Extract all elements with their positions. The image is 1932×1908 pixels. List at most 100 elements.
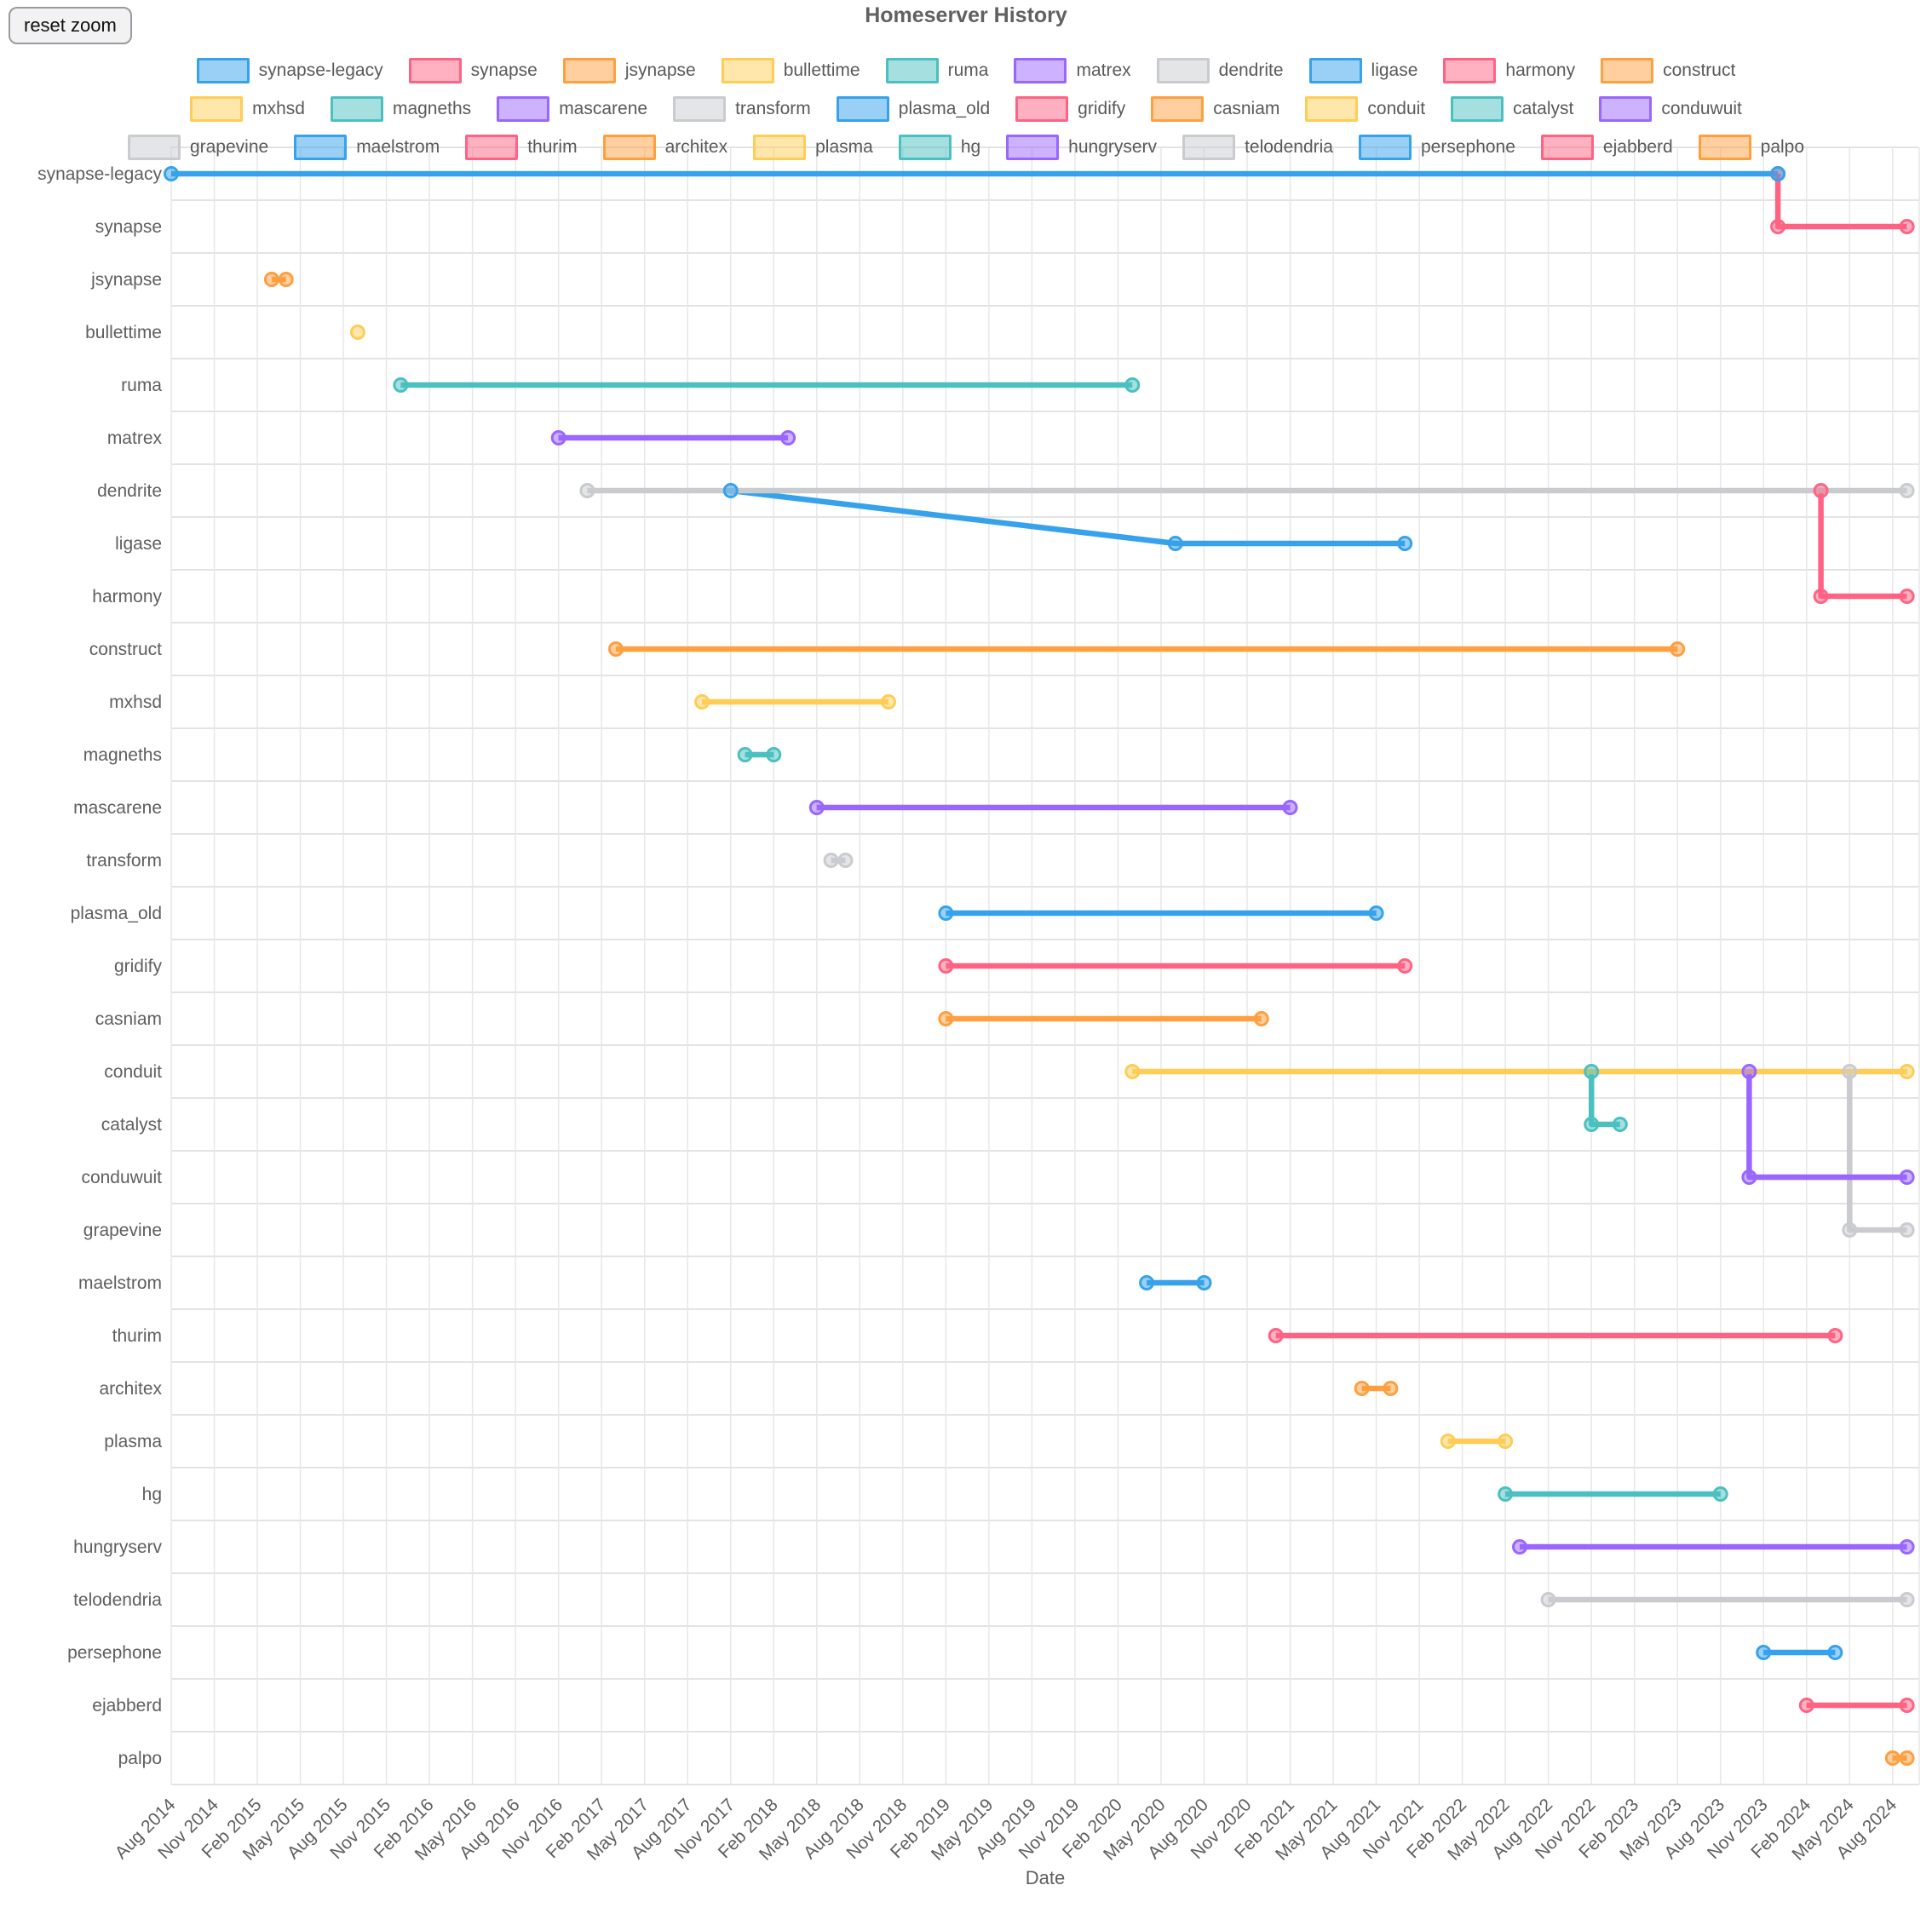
legend-item-thurim[interactable]: thurim (465, 134, 578, 160)
legend-item-architex[interactable]: architex (602, 134, 727, 160)
legend-item-palpo[interactable]: palpo (1698, 134, 1804, 160)
series-point-plasma[interactable] (1498, 1434, 1514, 1449)
series-point-harmony[interactable] (1813, 483, 1829, 498)
series-point-mascarene[interactable] (1282, 800, 1298, 815)
series-point-grapevine[interactable] (1842, 1064, 1858, 1079)
series-point-mxhsd[interactable] (881, 694, 896, 710)
series-point-synapse[interactable] (1899, 219, 1915, 234)
series-point-hungryserv[interactable] (1512, 1539, 1527, 1555)
series-point-ligase[interactable] (1397, 536, 1413, 551)
legend-item-ruma[interactable]: ruma (885, 57, 988, 83)
series-point-thurim[interactable] (1827, 1328, 1843, 1343)
series-point-persephone[interactable] (1827, 1645, 1843, 1660)
series-point-plasma[interactable] (1440, 1434, 1456, 1449)
series-point-casniam[interactable] (1253, 1011, 1269, 1026)
series-point-plasma_old[interactable] (938, 905, 954, 921)
legend-item-hg[interactable]: hg (898, 134, 980, 160)
reset-zoom-button[interactable]: reset zoom (9, 7, 132, 44)
series-line-conduwuit[interactable] (1746, 1072, 1907, 1181)
series-point-conduit[interactable] (1124, 1064, 1141, 1079)
series-point-transform[interactable] (823, 853, 839, 868)
legend-item-hungryserv[interactable]: hungryserv (1006, 134, 1157, 160)
series-point-architex[interactable] (1383, 1381, 1399, 1396)
legend-item-construct[interactable]: construct (1601, 57, 1735, 83)
series-point-catalyst[interactable] (1612, 1117, 1628, 1132)
legend-item-gridify[interactable]: gridify (1015, 95, 1125, 122)
series-point-synapse-legacy[interactable] (1770, 166, 1786, 181)
series-point-telodendria[interactable] (1540, 1592, 1556, 1607)
series-point-ruma[interactable] (393, 377, 409, 393)
legend-item-ejabberd[interactable]: ejabberd (1540, 134, 1673, 160)
legend-item-casniam[interactable]: casniam (1151, 95, 1279, 122)
series-point-dendrite[interactable] (579, 483, 595, 498)
series-point-hungryserv[interactable] (1899, 1539, 1915, 1555)
series-point-harmony[interactable] (1813, 589, 1829, 604)
series-point-magneths[interactable] (737, 747, 753, 762)
series-point-palpo[interactable] (1884, 1750, 1900, 1766)
series-point-construct[interactable] (1670, 641, 1686, 657)
series-point-synapse-legacy[interactable] (164, 166, 179, 181)
series-point-conduwuit[interactable] (1899, 1170, 1915, 1185)
series-point-conduit[interactable] (1899, 1064, 1915, 1079)
series-line-harmony[interactable] (1818, 491, 1907, 600)
series-point-synapse[interactable] (1770, 219, 1786, 234)
series-point-transform[interactable] (837, 853, 854, 868)
series-point-casniam[interactable] (938, 1011, 954, 1026)
series-point-ruma[interactable] (1124, 377, 1141, 393)
legend-item-matrex[interactable]: matrex (1014, 57, 1131, 83)
series-point-mascarene[interactable] (808, 800, 825, 815)
legend-item-mascarene[interactable]: mascarene (497, 95, 647, 122)
series-point-conduwuit[interactable] (1741, 1064, 1757, 1079)
series-point-matrex[interactable] (780, 430, 796, 445)
legend-item-synapse[interactable]: synapse (408, 57, 538, 83)
series-point-matrex[interactable] (550, 430, 566, 445)
legend-item-conduit[interactable]: conduit (1305, 95, 1425, 122)
series-point-harmony[interactable] (1899, 589, 1915, 604)
legend-item-maelstrom[interactable]: maelstrom (294, 134, 440, 160)
series-point-ejabberd[interactable] (1899, 1698, 1915, 1713)
series-point-maelstrom[interactable] (1196, 1275, 1212, 1290)
legend-item-plasma[interactable]: plasma (753, 134, 873, 160)
series-point-telodendria[interactable] (1899, 1592, 1915, 1607)
series-point-magneths[interactable] (766, 747, 782, 762)
series-point-conduwuit[interactable] (1741, 1170, 1757, 1185)
legend-item-magneths[interactable]: magneths (330, 95, 471, 122)
series-point-jsynapse[interactable] (263, 272, 279, 287)
legend-item-mxhsd[interactable]: mxhsd (190, 95, 305, 122)
series-point-hg[interactable] (1498, 1486, 1514, 1502)
series-point-construct[interactable] (608, 641, 624, 657)
series-point-catalyst[interactable] (1584, 1117, 1600, 1132)
legend-item-telodendria[interactable]: telodendria (1182, 134, 1333, 160)
legend-item-harmony[interactable]: harmony (1443, 57, 1575, 83)
legend-item-conduwuit[interactable]: conduwuit (1599, 95, 1742, 122)
series-point-gridify[interactable] (1397, 958, 1413, 974)
legend-item-bullettime[interactable]: bullettime (721, 57, 860, 83)
series-point-architex[interactable] (1354, 1381, 1370, 1396)
series-point-jsynapse[interactable] (278, 272, 294, 287)
legend-item-synapse-legacy[interactable]: synapse-legacy (196, 57, 383, 83)
series-point-plasma_old[interactable] (1368, 905, 1384, 921)
series-point-maelstrom[interactable] (1139, 1275, 1155, 1290)
series-point-hg[interactable] (1712, 1486, 1728, 1502)
series-point-bullettime[interactable] (349, 325, 365, 340)
series-point-grapevine[interactable] (1842, 1222, 1858, 1238)
series-point-thurim[interactable] (1268, 1328, 1284, 1343)
legend-item-ligase[interactable]: ligase (1308, 57, 1417, 83)
legend-item-persephone[interactable]: persephone (1358, 134, 1515, 160)
legend-item-catalyst[interactable]: catalyst (1451, 95, 1573, 122)
legend-item-plasma_old[interactable]: plasma_old (836, 95, 990, 122)
series-point-gridify[interactable] (938, 958, 954, 974)
legend-item-transform[interactable]: transform (673, 95, 811, 122)
series-point-mxhsd[interactable] (694, 694, 710, 710)
series-point-ejabberd[interactable] (1798, 1698, 1814, 1713)
series-point-grapevine[interactable] (1899, 1222, 1915, 1238)
series-point-ligase[interactable] (1167, 536, 1183, 551)
legend-item-grapevine[interactable]: grapevine (127, 134, 268, 160)
legend-item-jsynapse[interactable]: jsynapse (562, 57, 696, 83)
legend-item-dendrite[interactable]: dendrite (1156, 57, 1284, 83)
series-point-catalyst[interactable] (1584, 1064, 1600, 1079)
series-point-ligase[interactable] (722, 483, 739, 498)
series-point-persephone[interactable] (1756, 1645, 1772, 1660)
series-point-dendrite[interactable] (1899, 483, 1915, 498)
